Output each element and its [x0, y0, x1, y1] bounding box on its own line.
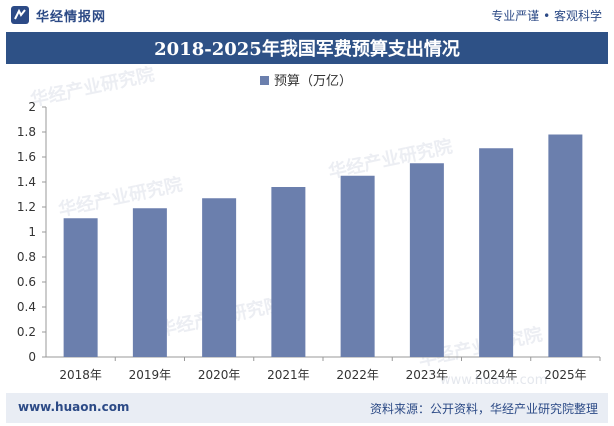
- x-tick-label: 2022年: [336, 368, 379, 382]
- x-tick-label: 2019年: [129, 368, 172, 382]
- watermark-text: 华经产业研究院: [28, 66, 156, 111]
- title-bar: 2018-2025年我国军费预算支出情况: [6, 32, 608, 64]
- x-tick-label: 2023年: [406, 368, 449, 382]
- bar: [132, 208, 167, 357]
- bar: [63, 218, 98, 357]
- y-tick-label: 0.2: [17, 325, 36, 339]
- brand[interactable]: 华经情报网: [10, 5, 106, 25]
- huajing-logo-icon: [11, 6, 29, 24]
- y-tick-label: 1.8: [17, 125, 36, 139]
- bar: [271, 187, 306, 357]
- y-tick-label: 1: [28, 225, 36, 239]
- x-tick-label: 2018年: [59, 368, 102, 382]
- bar: [479, 148, 514, 357]
- x-tick-label: 2025年: [544, 368, 587, 382]
- y-tick-label: 1.6: [17, 150, 36, 164]
- bar: [409, 163, 444, 357]
- y-tick-label: 0: [28, 350, 36, 364]
- y-tick-label: 1.2: [17, 200, 36, 214]
- slogan: 专业严谨 • 客观科学: [491, 9, 602, 23]
- footer-website[interactable]: www.huaon.com: [18, 400, 130, 414]
- watermark-url: www.huaon.com: [440, 373, 547, 388]
- legend-label: 预算（万亿）: [274, 74, 352, 89]
- x-tick-label: 2020年: [198, 368, 241, 382]
- bar-chart: 华经产业研究院华经产业研究院华经产业研究院华经产业研究院华经产业研究院预算（万亿…: [17, 63, 601, 388]
- chart-area: 华经产业研究院华经产业研究院华经产业研究院华经产业研究院华经产业研究院预算（万亿…: [0, 63, 614, 392]
- y-tick-label: 0.6: [17, 275, 36, 289]
- bar: [548, 134, 583, 357]
- footer-source: 资料来源：公开资料，华经产业研究院整理: [369, 402, 598, 416]
- bar: [202, 198, 237, 357]
- legend-swatch: [260, 76, 269, 85]
- chart-title: 2018-2025年我国军费预算支出情况: [154, 39, 460, 60]
- x-tick-label: 2024年: [475, 368, 518, 382]
- brand-name: 华经情报网: [36, 9, 107, 25]
- bar: [340, 175, 375, 357]
- y-tick-label: 1.4: [17, 175, 36, 189]
- y-tick-label: 0.4: [17, 300, 36, 314]
- x-tick-label: 2021年: [267, 368, 310, 382]
- top-bar: 华经情报网 专业严谨 • 客观科学: [0, 0, 614, 30]
- footer: www.huaon.com 资料来源：公开资料，华经产业研究院整理: [6, 393, 608, 423]
- y-tick-label: 0.8: [17, 250, 36, 264]
- y-tick-label: 2: [28, 100, 36, 114]
